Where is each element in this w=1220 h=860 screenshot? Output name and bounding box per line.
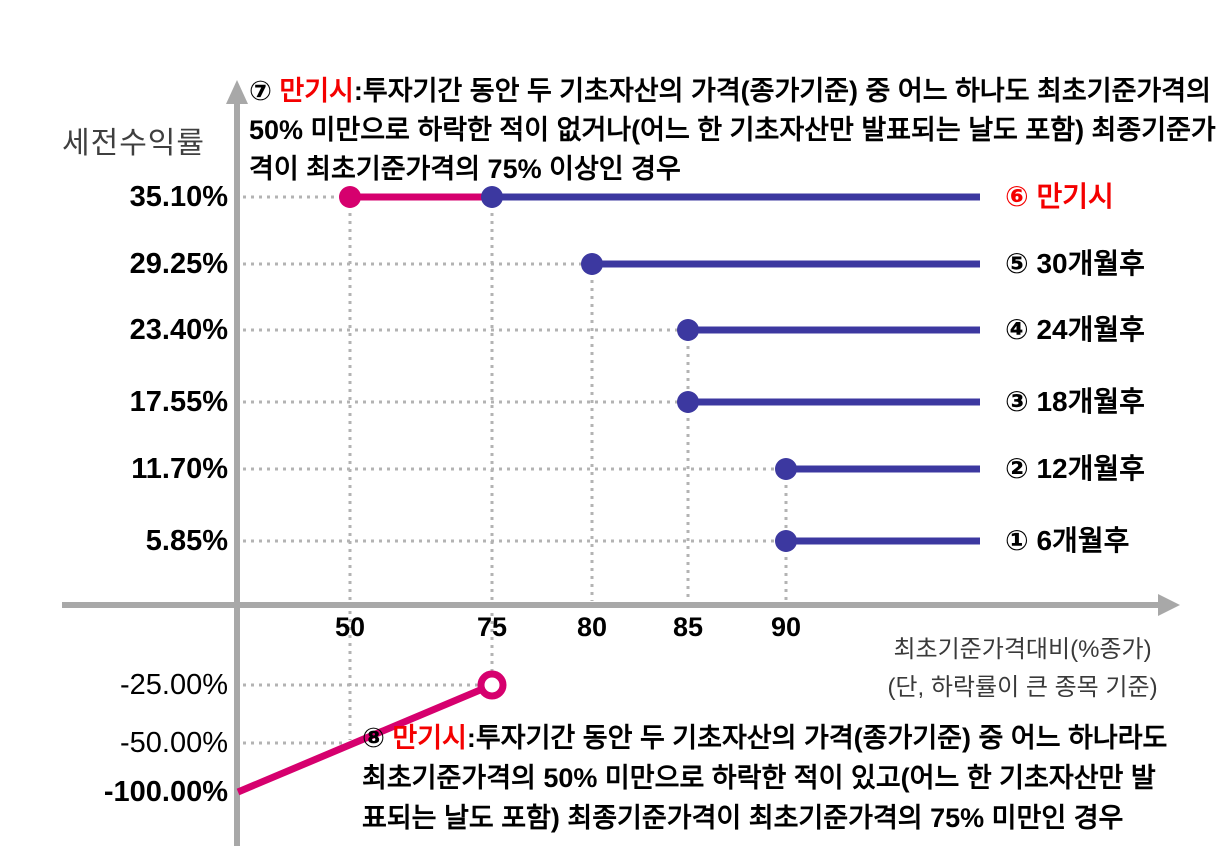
y-tick-label: -100.00% xyxy=(103,776,228,808)
y-axis-arrow-icon xyxy=(226,80,248,104)
annotation-top-line3: 격이 최초기준가격의 75% 이상인 경우 xyxy=(249,154,681,184)
y-tick-label: 17.55% xyxy=(129,386,228,418)
x-axis-caption-line2: (단, 하락률이 큰 종목 기준) xyxy=(887,674,1158,701)
x-axis-caption-line1: 최초기준가격대비(%종가) xyxy=(893,636,1152,663)
x-tick-label: 80 xyxy=(576,612,608,642)
series-label-24개월후: ④ 24개월후 xyxy=(1005,314,1145,345)
series-label-만기시: ⑥ 만기시 xyxy=(1005,181,1114,212)
payoff-dot xyxy=(339,186,361,208)
payoff-dot xyxy=(581,253,603,275)
annotation-bottom-line1-text: :투자기간 동안 두 기초자산의 가격(종가기준) 중 어느 하나라도 xyxy=(466,723,1168,753)
x-tick-label: 50 xyxy=(334,612,366,642)
y-tick-label: -50.00% xyxy=(119,727,228,759)
y-tick-label: -25.00% xyxy=(119,669,228,701)
annotation-bottom-line1: ⑧ 만기시:투자기간 동안 두 기초자산의 가격(종가기준) 중 어느 하나라도 xyxy=(362,718,1167,758)
circled-number-8: ⑧ xyxy=(362,723,393,753)
series-label-12개월후: ② 12개월후 xyxy=(1005,453,1145,484)
payoff-dot xyxy=(775,458,797,480)
payoff-dot xyxy=(677,319,699,341)
x-tick-label: 85 xyxy=(672,612,704,642)
maturity-loss-annotation: ⑧ 만기시:투자기간 동안 두 기초자산의 가격(종가기준) 중 어느 하나라도… xyxy=(362,718,1167,838)
payoff-dot xyxy=(775,530,797,552)
open-circle-marker xyxy=(477,670,507,700)
y-tick-label: 23.40% xyxy=(129,314,228,346)
series-label-30개월후: ⑤ 30개월후 xyxy=(1005,248,1145,279)
payoff-dot xyxy=(481,186,503,208)
y-axis-title: 세전수익률 xyxy=(62,127,205,160)
annotation-top-line1: ⑦ 만기시:투자기간 동안 두 기초자산의 가격(종가기준) 중 어느 하나도 … xyxy=(249,72,1216,111)
maturity-keyword: 만기시 xyxy=(392,723,467,753)
series-label-6개월후: ① 6개월후 xyxy=(1005,525,1130,556)
annotation-top-line1-text: :투자기간 동안 두 기초자산의 가격(종가기준) 중 어느 하나도 최초기준가… xyxy=(353,76,1211,106)
circled-number-7: ⑦ xyxy=(249,76,280,106)
y-tick-label: 35.10% xyxy=(129,181,228,213)
maturity-gain-annotation: ⑦ 만기시:투자기간 동안 두 기초자산의 가격(종가기준) 중 어느 하나도 … xyxy=(249,72,1216,189)
y-tick-label: 29.25% xyxy=(129,248,228,280)
series-label-18개월후: ③ 18개월후 xyxy=(1005,386,1145,417)
y-tick-label: 5.85% xyxy=(145,525,228,557)
loss-line xyxy=(236,681,494,796)
maturity-keyword: 만기시 xyxy=(279,76,354,106)
annotation-bottom-line3: 표되는 날도 포함) 최종기준가격이 최초기준가격의 75% 미만인 경우 xyxy=(362,803,1124,833)
annotation-bottom-line2: 최초기준가격의 50% 미만으로 하락한 적이 있고(어느 한 기초자산만 발 xyxy=(362,763,1156,793)
annotation-top-line2: 50% 미만으로 하락한 적이 없거나(어느 한 기초자산만 발표되는 날도 포… xyxy=(249,115,1216,145)
y-tick-label: 11.70% xyxy=(131,453,228,485)
x-axis-arrow-icon xyxy=(1158,594,1180,616)
x-tick-label: 90 xyxy=(770,612,802,642)
x-tick-label: 75 xyxy=(476,612,508,642)
payoff-dot xyxy=(677,391,699,413)
